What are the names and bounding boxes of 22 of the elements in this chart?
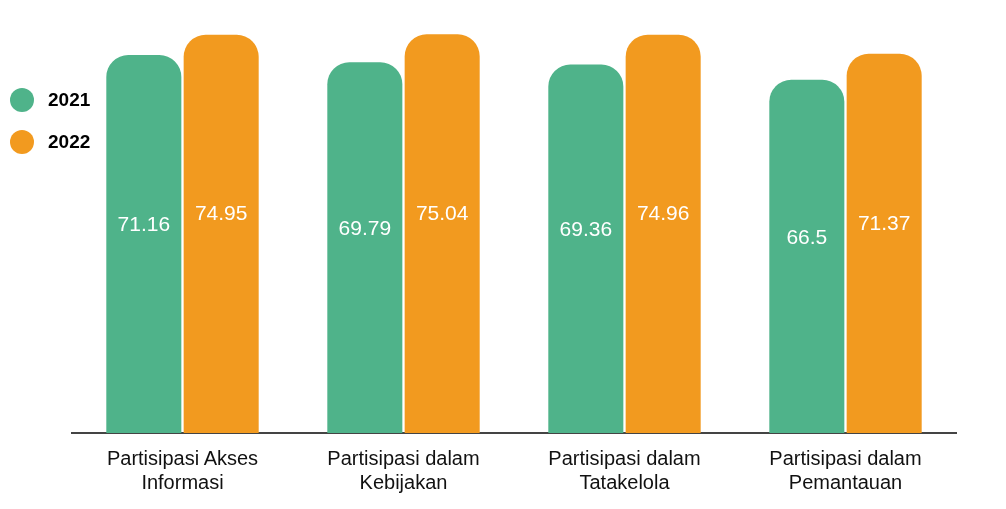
data-label: 69.79 xyxy=(338,215,392,239)
bar xyxy=(625,34,701,433)
x-tick-label: Partisipasi Akses Informasi xyxy=(106,446,259,493)
bar xyxy=(846,53,922,433)
legend-label: 2022 xyxy=(48,131,91,153)
bar xyxy=(769,79,845,433)
bar xyxy=(548,64,624,433)
data-label: 71.37 xyxy=(857,211,911,235)
bar xyxy=(327,62,403,433)
data-label: 74.95 xyxy=(194,200,248,224)
data-label: 75.04 xyxy=(415,200,469,224)
x-tick-label: Partisipasi dalam Pemantauan xyxy=(769,446,922,493)
x-tick-label: Partisipasi dalam Kebijakan xyxy=(327,446,480,493)
x-tick-label: Partisipasi dalam Tatakelola xyxy=(548,446,701,493)
data-label: 71.16 xyxy=(117,211,171,235)
bar xyxy=(106,54,182,433)
data-label: 69.36 xyxy=(559,217,613,241)
data-label: 66.5 xyxy=(786,225,828,249)
bar xyxy=(404,34,480,433)
bar xyxy=(183,34,259,433)
data-label: 74.96 xyxy=(636,200,690,224)
legend-label: 2021 xyxy=(48,89,91,111)
